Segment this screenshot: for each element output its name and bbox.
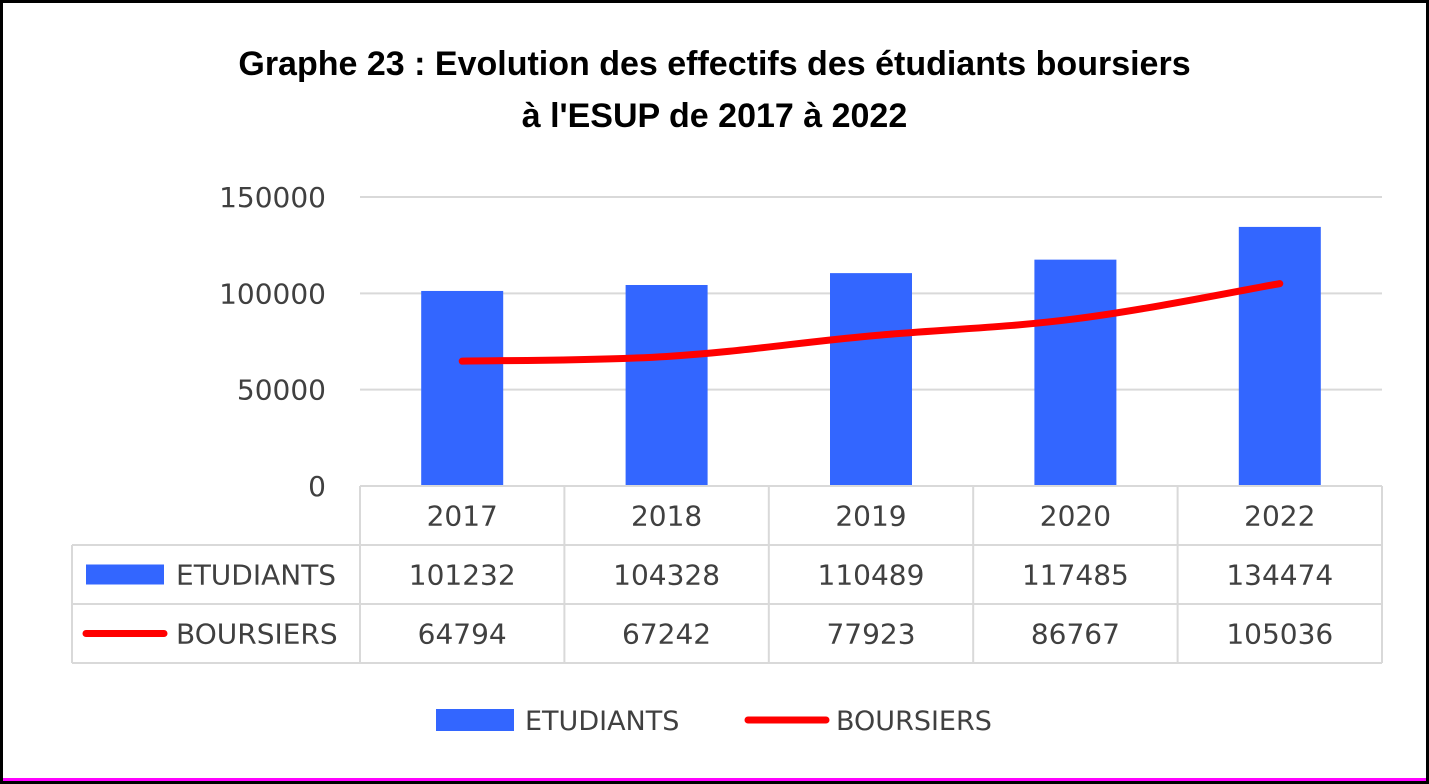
bar [421,290,504,486]
data-label: 110489 [818,559,925,592]
bar [1238,226,1321,486]
x-tick-label: 2019 [835,500,906,533]
x-tick-label: 2018 [631,500,702,533]
data-label: 104328 [613,559,720,592]
x-tick-label: 2020 [1040,500,1111,533]
y-tick-label: 50000 [237,374,326,407]
legend-key-etudiants [436,709,514,731]
line-series [458,280,1284,365]
bar-series [421,226,1321,486]
series-line-boursiers [458,280,1284,365]
x-tick-label: 2017 [427,500,498,533]
table-key-etudiants [86,564,164,585]
data-label: 105036 [1226,618,1333,651]
chart-title: Graphe 23 : Evolution des effectifs des … [0,38,1429,142]
data-label: 67242 [622,618,711,651]
y-tick-label: 100000 [219,277,326,310]
legend-label-etudiants: ETUDIANTS [525,706,679,737]
data-label: 134474 [1226,559,1333,592]
table-row-label: BOURSIERS [176,618,338,651]
data-label: 64794 [418,618,507,651]
chart-title-line-2: à l'ESUP de 2017 à 2022 [521,97,908,135]
bar [1034,259,1117,486]
bar [625,284,708,486]
chart-title-line-1: Graphe 23 : Evolution des effectifs des … [238,45,1191,83]
y-tick-label: 0 [308,470,326,503]
data-label: 101232 [409,559,516,592]
data-label: 117485 [1022,559,1129,592]
data-label: 86767 [1031,618,1120,651]
x-tick-label: 2022 [1244,500,1315,533]
y-axis-ticks: 0 50000 100000 150000 [219,181,326,503]
bar [830,273,912,486]
data-table: 2017 2018 2019 2020 2022 ETUDIANTS 101232 10432… [71,485,1383,664]
legend: ETUDIANTS BOURSIERS [436,706,992,737]
data-label: 77923 [826,618,915,651]
table-row-label: ETUDIANTS [176,559,336,592]
y-tick-label: 150000 [219,181,326,214]
legend-label-boursiers: BOURSIERS [836,706,992,737]
